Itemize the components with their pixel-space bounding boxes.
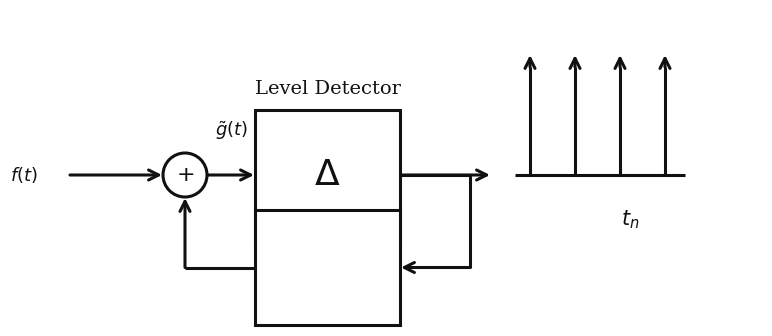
Bar (255, 110, 400, 240)
Text: $\tilde{g}(t)$: $\tilde{g}(t)$ (215, 120, 248, 142)
Text: $f(t)$: $f(t)$ (10, 165, 38, 185)
Text: $\Delta$: $\Delta$ (314, 158, 340, 192)
Bar (255, 210, 400, 325)
Text: $t_n$: $t_n$ (621, 209, 639, 231)
Text: Ramp $(\alpha)$: Ramp $(\alpha)$ (288, 228, 367, 251)
Text: Segment: Segment (290, 259, 365, 276)
Text: $+$: $+$ (176, 164, 194, 186)
Text: Level Detector: Level Detector (255, 80, 401, 98)
Circle shape (163, 153, 207, 197)
Text: Generator: Generator (284, 287, 371, 304)
